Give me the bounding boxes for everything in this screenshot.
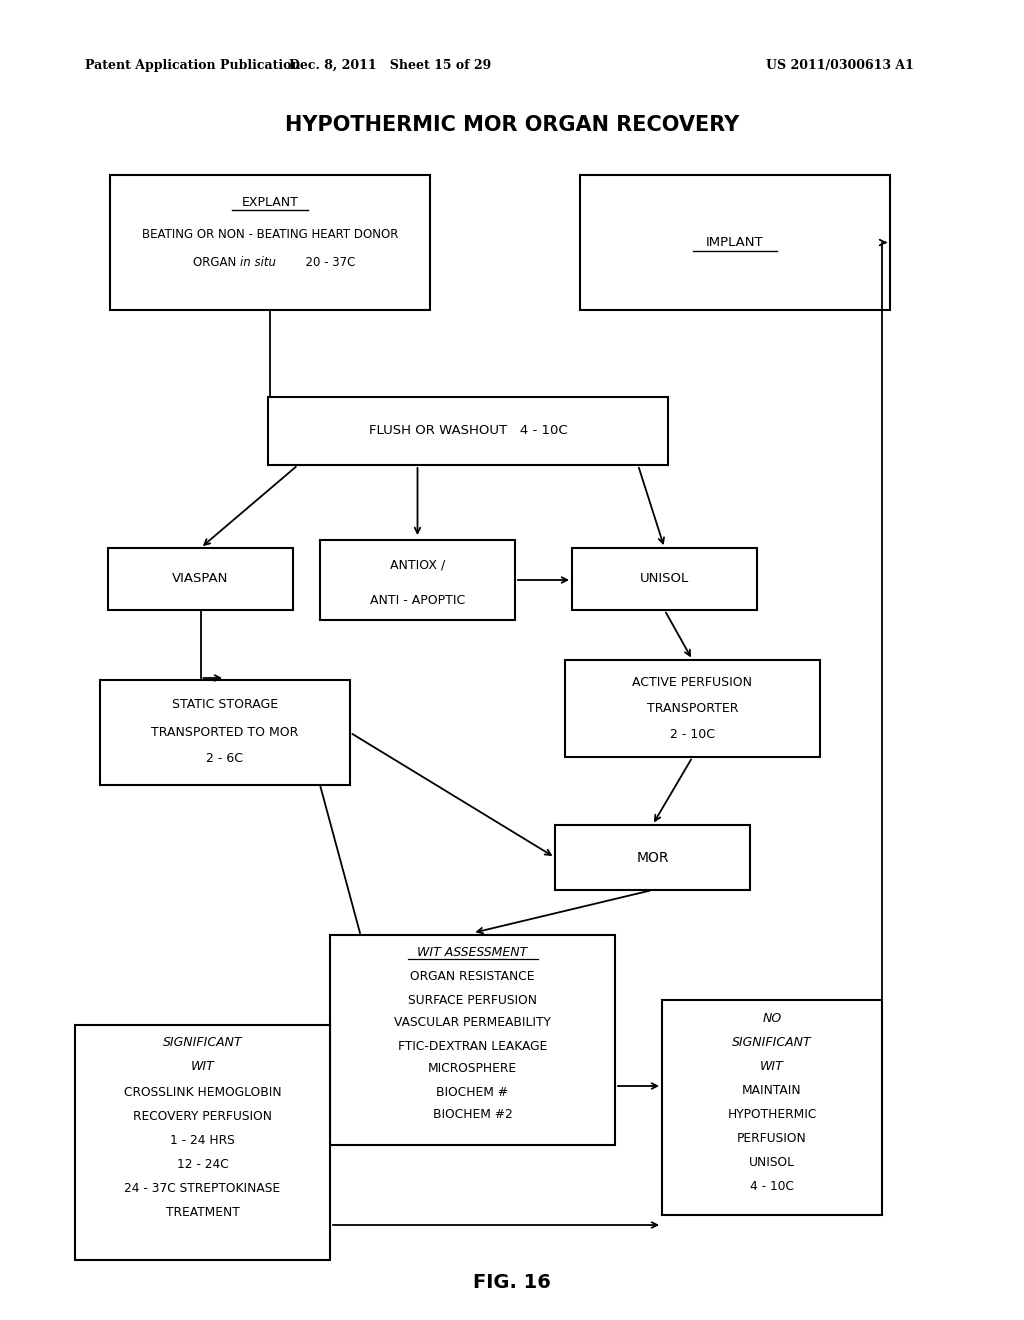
Text: ACTIVE PERFUSION: ACTIVE PERFUSION xyxy=(633,676,753,689)
Text: ANTIOX /: ANTIOX / xyxy=(390,558,445,572)
Text: 24 - 37C STREPTOKINASE: 24 - 37C STREPTOKINASE xyxy=(125,1183,281,1196)
Text: BIOCHEM #2: BIOCHEM #2 xyxy=(432,1109,512,1122)
Text: 2 - 10C: 2 - 10C xyxy=(670,727,715,741)
Text: TRANSPORTER: TRANSPORTER xyxy=(647,701,738,714)
Bar xyxy=(565,660,820,756)
Bar xyxy=(662,1001,882,1214)
Text: MOR: MOR xyxy=(636,850,669,865)
Text: FTIC-DEXTRAN LEAKAGE: FTIC-DEXTRAN LEAKAGE xyxy=(398,1040,547,1052)
Text: CROSSLINK HEMOGLOBIN: CROSSLINK HEMOGLOBIN xyxy=(124,1086,282,1100)
Text: in situ: in situ xyxy=(240,256,276,269)
Text: 4 - 10C: 4 - 10C xyxy=(750,1180,794,1192)
Text: UNISOL: UNISOL xyxy=(640,573,689,586)
Text: Patent Application Publication: Patent Application Publication xyxy=(85,58,300,71)
Text: MAINTAIN: MAINTAIN xyxy=(742,1084,802,1097)
Text: SIGNIFICANT: SIGNIFICANT xyxy=(163,1036,243,1049)
Bar xyxy=(319,540,515,620)
Bar xyxy=(108,548,293,610)
Text: TREATMENT: TREATMENT xyxy=(166,1206,240,1220)
Text: STATIC STORAGE: STATIC STORAGE xyxy=(172,698,279,711)
Bar xyxy=(330,935,615,1144)
Text: MICROSPHERE: MICROSPHERE xyxy=(428,1063,517,1076)
Text: TRANSPORTED TO MOR: TRANSPORTED TO MOR xyxy=(152,726,299,738)
Text: IMPLANT: IMPLANT xyxy=(707,236,764,249)
Text: US 2011/0300613 A1: US 2011/0300613 A1 xyxy=(766,58,914,71)
Text: EXPLANT: EXPLANT xyxy=(242,197,298,210)
Bar xyxy=(580,176,890,310)
Text: ORGAN: ORGAN xyxy=(193,256,240,269)
Text: 1 - 24 HRS: 1 - 24 HRS xyxy=(170,1134,234,1147)
Text: WIT: WIT xyxy=(190,1060,214,1073)
Text: VIASPAN: VIASPAN xyxy=(172,573,228,586)
Text: 12 - 24C: 12 - 24C xyxy=(176,1159,228,1172)
Bar xyxy=(268,397,668,465)
Text: FIG. 16: FIG. 16 xyxy=(473,1272,551,1291)
Text: HYPOTHERMIC: HYPOTHERMIC xyxy=(727,1107,817,1121)
Text: BIOCHEM #: BIOCHEM # xyxy=(436,1085,509,1098)
Text: PERFUSION: PERFUSION xyxy=(737,1131,807,1144)
Bar xyxy=(75,1026,330,1261)
Text: ORGAN RESISTANCE: ORGAN RESISTANCE xyxy=(411,970,535,983)
Bar xyxy=(100,680,350,785)
Text: WIT ASSESSMENT: WIT ASSESSMENT xyxy=(418,945,527,958)
Text: Dec. 8, 2011   Sheet 15 of 29: Dec. 8, 2011 Sheet 15 of 29 xyxy=(289,58,492,71)
Text: FLUSH OR WASHOUT   4 - 10C: FLUSH OR WASHOUT 4 - 10C xyxy=(369,425,567,437)
Text: ANTI - APOPTIC: ANTI - APOPTIC xyxy=(370,594,465,606)
Bar xyxy=(110,176,430,310)
Text: VASCULAR PERMEABILITY: VASCULAR PERMEABILITY xyxy=(394,1016,551,1030)
Text: 2 - 6C: 2 - 6C xyxy=(207,751,244,764)
Text: 20 - 37C: 20 - 37C xyxy=(298,256,355,269)
Text: NO: NO xyxy=(763,1011,781,1024)
Bar xyxy=(572,548,757,610)
Text: HYPOTHERMIC MOR ORGAN RECOVERY: HYPOTHERMIC MOR ORGAN RECOVERY xyxy=(285,115,739,135)
Text: BEATING OR NON - BEATING HEART DONOR: BEATING OR NON - BEATING HEART DONOR xyxy=(141,228,398,242)
Bar xyxy=(555,825,750,890)
Text: UNISOL: UNISOL xyxy=(749,1155,795,1168)
Text: WIT: WIT xyxy=(760,1060,784,1072)
Text: RECOVERY PERFUSION: RECOVERY PERFUSION xyxy=(133,1110,272,1123)
Text: SURFACE PERFUSION: SURFACE PERFUSION xyxy=(408,994,537,1006)
Text: SIGNIFICANT: SIGNIFICANT xyxy=(732,1035,812,1048)
